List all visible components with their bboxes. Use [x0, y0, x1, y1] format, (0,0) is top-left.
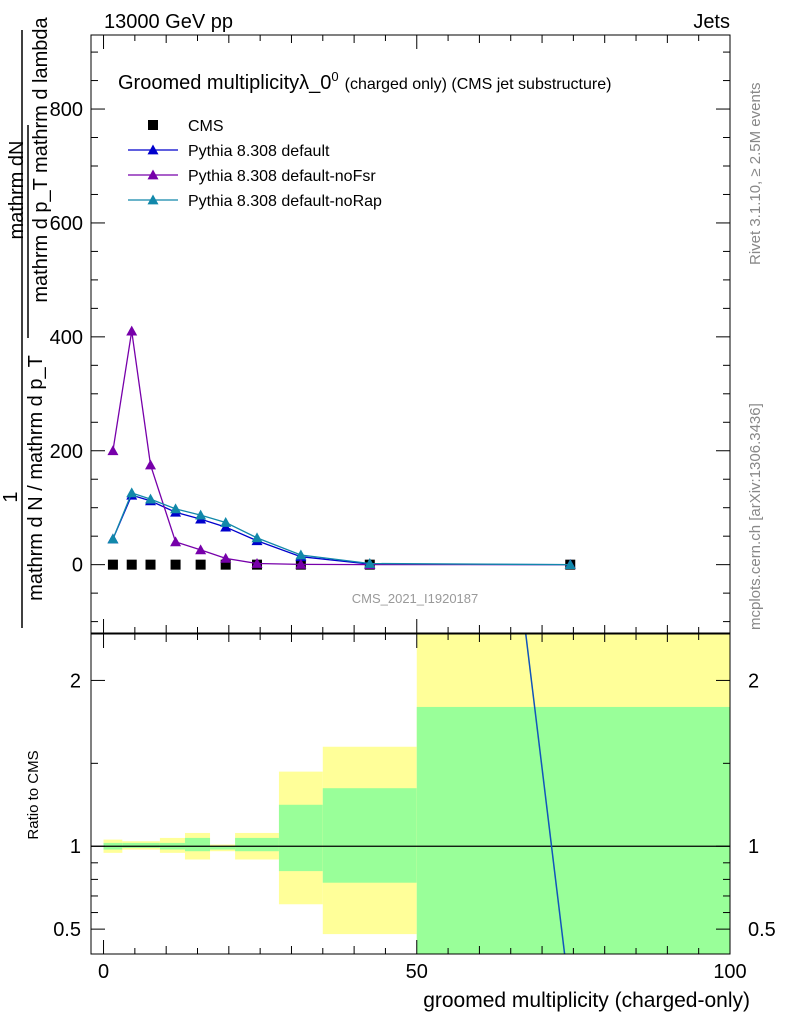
data-point — [107, 533, 119, 544]
x-tick-label: 0 — [98, 961, 109, 983]
data-point — [364, 558, 376, 568]
data-point — [564, 559, 576, 570]
ratio-y-tick-label-right: 2 — [748, 670, 759, 692]
legend-marker — [147, 194, 159, 205]
data-point — [126, 559, 137, 570]
main-x-axis — [103, 35, 731, 633]
ratio-panel: 0.5 0.5 1 1 2 2 0 50 100 Ratio to CMS groomed m… — [25, 633, 776, 1012]
rivet-version-label: Rivet 3.1.10, ≥ 2.5M events — [747, 83, 764, 266]
data-point — [251, 558, 263, 568]
process-label: Jets — [693, 11, 730, 33]
ratio-band-inner — [235, 837, 279, 852]
series-line — [112, 331, 571, 566]
ratio-band-inner — [278, 804, 323, 872]
main-y-tick-label: 200 — [50, 441, 83, 463]
data-point — [145, 493, 157, 504]
x-tick-label: 100 — [713, 961, 746, 983]
y-label-outer-denominator: mathrm d N / mathrm d p_T — [25, 355, 47, 601]
ratio-band-inner — [416, 706, 730, 954]
legend-marker — [148, 120, 158, 130]
main-y-tick-label: 0 — [72, 555, 83, 577]
analysis-watermark: CMS_2021_I1920187 — [352, 591, 479, 606]
main-y-tick-label: 400 — [50, 327, 83, 349]
collision-label: 13000 GeV pp — [104, 11, 233, 33]
ratio-y-tick-label-right: 1 — [748, 836, 759, 858]
legend-marker — [147, 169, 159, 180]
ratio-model-line — [525, 633, 566, 955]
data-point — [107, 445, 119, 456]
ratio-band-inner — [184, 837, 211, 852]
data-point — [126, 325, 138, 336]
ratio-y-label: Ratio to CMS — [25, 750, 42, 839]
chart-title-sup: 0 — [331, 69, 338, 84]
data-point — [145, 559, 156, 570]
main-y-label: 1 mathrm d N / mathrm d p_T mathrm dN ma… — [0, 16, 52, 628]
legend-label: Pythia 8.308 default-noFsr — [188, 168, 376, 185]
data-point — [170, 503, 182, 514]
chart-title: Groomed multiplicityλ_00 (charged only) (… — [118, 69, 611, 94]
legend-label: Pythia 8.308 default — [188, 143, 330, 160]
main-y-axis: 0 200 400 600 800 — [50, 51, 730, 623]
ratio-y-tick-label: 0.5 — [53, 919, 81, 941]
ratio-band-inner — [210, 846, 236, 850]
mcplots-label: mcplots.cern.ch [arXiv:1306.3436] — [747, 403, 764, 630]
data-point — [195, 544, 207, 555]
data-point — [295, 558, 307, 569]
x-tick-label: 50 — [406, 961, 428, 983]
series-1 — [107, 489, 576, 570]
data-point — [220, 559, 231, 570]
legend-marker — [147, 144, 159, 155]
ratio-bands — [103, 634, 730, 954]
legend-item: Pythia 8.308 default — [128, 143, 330, 160]
ratio-y-tick-label: 1 — [70, 836, 81, 858]
data-point — [251, 532, 263, 543]
data-point — [126, 487, 138, 498]
data-point — [220, 552, 232, 563]
main-series-group — [107, 325, 576, 570]
x-axis-label: groomed multiplicity (charged-only) — [423, 989, 750, 1012]
main-y-tick-label: 800 — [50, 99, 83, 121]
y-label-inner-numerator: mathrm dN — [6, 141, 28, 240]
series-line — [112, 494, 571, 566]
y-label-inner-denominator: mathrm d p_T mathrm d lambda — [30, 16, 52, 302]
ratio-band-inner — [122, 842, 160, 848]
legend: CMS Pythia 8.308 default Pythia 8.308 defa… — [128, 118, 382, 210]
ratio-y-tick-label-right: 0.5 — [748, 919, 776, 941]
main-y-tick-label: 600 — [50, 213, 83, 235]
data-point — [195, 559, 206, 570]
legend-item: CMS — [148, 118, 224, 135]
chart-title-main: Groomed multiplicityλ_0 — [118, 72, 331, 94]
ratio-y-axis: 0.5 0.5 1 1 2 2 — [53, 670, 776, 941]
ratio-lines — [91, 633, 730, 955]
series-2 — [107, 325, 576, 570]
y-label-outer-numerator: 1 — [0, 491, 22, 502]
data-point — [145, 459, 157, 470]
data-point — [170, 536, 182, 547]
legend-label: CMS — [188, 118, 224, 135]
data-point — [295, 549, 307, 560]
ratio-x-axis: 0 50 100 — [98, 634, 747, 983]
data-point — [220, 517, 232, 527]
ratio-band-inner — [322, 788, 417, 883]
series-line — [112, 492, 571, 566]
ratio-frame — [90, 633, 731, 955]
chart-title-suffix: (charged only) (CMS jet substructure) — [345, 76, 612, 93]
legend-item: Pythia 8.308 default-noRap — [128, 193, 382, 210]
ratio-y-tick-label: 2 — [70, 670, 81, 692]
data-point — [195, 509, 207, 520]
legend-label: Pythia 8.308 default-noRap — [188, 193, 382, 210]
legend-item: Pythia 8.308 default-noFsr — [128, 168, 376, 185]
series-3 — [107, 487, 576, 570]
data-point — [170, 559, 181, 570]
data-point — [107, 559, 118, 570]
main-frame — [90, 34, 731, 634]
